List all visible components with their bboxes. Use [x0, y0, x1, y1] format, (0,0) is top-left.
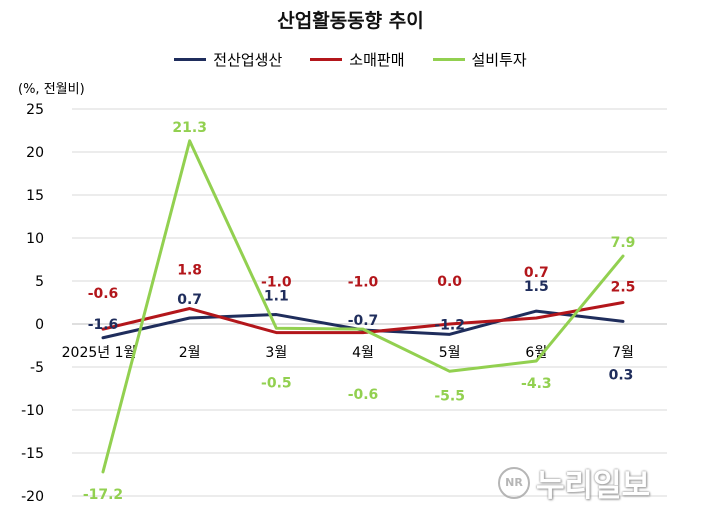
- legend: 전산업생산 소매판매 설비투자: [0, 49, 701, 70]
- legend-label-retail: 소매판매: [349, 51, 405, 69]
- legend-label-investment: 설비투자: [471, 51, 527, 69]
- y-tick-label: -20: [21, 489, 44, 505]
- data-label: 21.3: [172, 120, 207, 136]
- y-axis-unit-label: (%, 전월비): [18, 82, 85, 97]
- legend-swatch-production: [174, 58, 207, 61]
- series-line-1: [101, 301, 625, 335]
- y-tick-label: 10: [26, 231, 44, 247]
- data-label: -0.5: [261, 375, 292, 391]
- y-tick-label: -5: [30, 360, 44, 376]
- legend-item-retail: 소매판매: [310, 49, 405, 70]
- data-label: -1.0: [348, 275, 379, 291]
- data-label: 0.7: [524, 265, 549, 281]
- x-tick-label: 4월: [352, 345, 374, 361]
- data-label: 0.0: [437, 274, 462, 290]
- legend-swatch-retail: [310, 58, 343, 61]
- x-tick-label: 7월: [612, 345, 634, 361]
- y-tick-label: -10: [21, 403, 44, 419]
- y-tick-label: 15: [26, 188, 44, 204]
- data-label: -0.7: [348, 313, 379, 329]
- data-label: 0.3: [609, 367, 634, 383]
- data-label: -0.6: [348, 387, 379, 403]
- watermark-logo-icon: NR: [498, 466, 530, 499]
- data-label: -4.3: [521, 376, 552, 392]
- legend-item-production: 전산업생산: [174, 49, 282, 70]
- x-tick-label: 2월: [179, 345, 201, 361]
- data-label: -0.6: [88, 286, 119, 302]
- data-label: -1.6: [88, 317, 119, 333]
- legend-swatch-investment: [432, 58, 465, 61]
- watermark: NR 누리일보: [498, 460, 650, 505]
- y-tick-label: 25: [26, 102, 44, 118]
- y-tick-label: 20: [26, 145, 44, 161]
- data-label: 0.7: [177, 292, 202, 308]
- data-label: -1.2: [434, 317, 465, 333]
- y-tick-label: -15: [21, 446, 44, 462]
- x-tick-label: 5월: [439, 345, 461, 361]
- y-tick-label: 0: [35, 317, 44, 333]
- series-line-2: [101, 139, 625, 474]
- data-label: -1.0: [261, 275, 292, 291]
- legend-item-investment: 설비투자: [432, 49, 527, 70]
- y-tick-label: 5: [35, 274, 44, 290]
- x-tick-label: 3월: [265, 345, 287, 361]
- x-tick-label: 2025년 1월: [62, 345, 137, 361]
- chart-title: 산업활동동향 추이: [277, 10, 424, 32]
- data-label: 1.5: [524, 279, 549, 295]
- data-label: -17.2: [83, 487, 123, 503]
- data-label: 1.1: [264, 289, 289, 305]
- data-label: -5.5: [434, 388, 465, 404]
- data-label: 2.5: [611, 280, 636, 296]
- data-label: 1.8: [177, 263, 202, 279]
- watermark-text: 누리일보: [536, 468, 651, 504]
- legend-label-production: 전산업생산: [213, 51, 283, 69]
- data-label: 7.9: [611, 235, 636, 251]
- x-tick-label: 6월: [525, 345, 547, 361]
